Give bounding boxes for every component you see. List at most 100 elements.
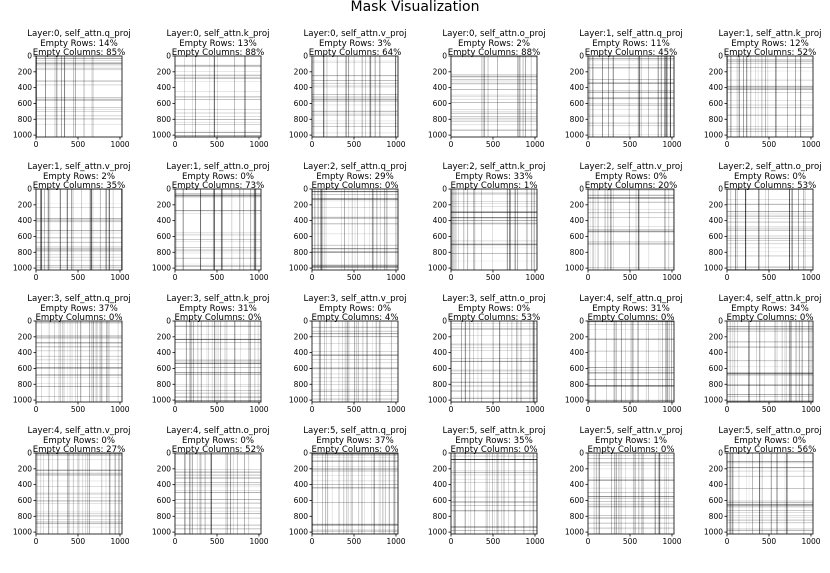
y-tick-label: 0 [442,52,447,61]
x-tick-label: 1000 [662,273,681,282]
empty-columns-label: Empty Columns: 0% [35,313,123,323]
x-tick-label: 0 [586,273,591,282]
empty-rows-label: Empty Rows: 1% [594,435,668,446]
panel-layer-label: Layer:4, self_attn.o_proj [166,426,270,436]
y-tick-label: 200 [294,67,309,76]
empty-rows-label: Empty Rows: 31% [179,303,257,314]
mask-panel: Layer:5, self_attn.q_proj Empty Rows: 37%… [289,426,415,561]
plot-frame [174,188,262,271]
x-tick-label: 500 [762,405,777,414]
panel-title: Layer:4, self_attn.k_proj Empty Rows: 34%… [710,294,830,324]
y-tick-label: 400 [570,83,585,92]
y-tick-label: 1000 [152,131,171,140]
y-tick-label: 1000 [152,264,171,273]
mask-panel: Layer:5, self_attn.o_proj Empty Rows: 0% E… [704,426,830,561]
x-tick-label: 1000 [801,537,820,546]
panel-layer-label: Layer:4, self_attn.k_proj [718,294,822,304]
x-tick-label: 1000 [249,405,268,414]
y-tick-label: 400 [294,480,309,489]
panel-title: Layer:3, self_attn.v_proj Empty Rows: 0% E… [295,294,415,324]
x-tick-label: 1000 [249,140,268,149]
empty-rows-label: Empty Rows: 0% [318,303,392,314]
x-tick-label: 0 [310,405,315,414]
y-tick-label: 0 [442,449,447,458]
y-tick-label: 600 [433,99,448,108]
y-tick-label: 1000 [565,264,584,273]
y-tick-label: 200 [18,464,33,473]
empty-rows-label: Empty Rows: 0% [42,435,116,446]
mask-panel: Layer:3, self_attn.k_proj Empty Rows: 31%… [152,294,278,429]
x-tick-label: 500 [762,273,777,282]
y-tick-label: 800 [294,248,309,257]
x-tick-label: 0 [725,140,730,149]
panel-title: Layer:3, self_attn.o_proj Empty Rows: 0% E… [434,294,554,324]
plot-frame [587,188,675,271]
x-tick-label: 1000 [249,273,268,282]
empty-columns-label: Empty Columns: 0% [311,181,399,191]
y-tick-label: 200 [709,67,724,76]
y-tick-label: 400 [157,216,172,225]
empty-rows-label: Empty Rows: 37% [40,303,118,314]
y-tick-label: 600 [570,364,585,373]
panel-title: Layer:4, self_attn.o_proj Empty Rows: 0% E… [158,426,278,456]
y-tick-label: 0 [27,449,32,458]
y-tick-label: 400 [157,480,172,489]
panel-layer-label: Layer:0, self_attn.k_proj [166,29,270,39]
y-tick-label: 200 [157,332,172,341]
empty-columns-label: Empty Columns: 53% [723,181,817,191]
panel-layer-label: Layer:2, self_attn.k_proj [442,162,546,172]
y-tick-label: 0 [27,52,32,61]
panel-title: Layer:2, self_attn.o_proj Empty Rows: 0% E… [710,162,830,192]
x-tick-label: 0 [34,273,39,282]
x-tick-label: 500 [762,140,777,149]
x-tick-label: 0 [310,537,315,546]
y-tick-label: 0 [579,449,584,458]
y-tick-label: 800 [570,115,585,124]
empty-rows-label: Empty Rows: 33% [455,171,533,182]
y-tick-label: 600 [18,99,33,108]
plot-frame [450,55,538,138]
empty-columns-label: Empty Columns: 1% [450,181,538,191]
empty-columns-label: Empty Columns: 88% [447,48,541,58]
y-tick-label: 200 [433,200,448,209]
panel-layer-label: Layer:0, self_attn.q_proj [27,29,131,39]
empty-columns-label: Empty Columns: 0% [726,313,814,323]
y-tick-label: 800 [709,248,724,257]
x-tick-label: 1000 [249,537,268,546]
panel-title: Layer:4, self_attn.v_proj Empty Rows: 0% E… [19,426,139,456]
y-tick-label: 1000 [289,396,308,405]
empty-columns-label: Empty Columns: 85% [32,48,126,58]
y-tick-label: 0 [718,52,723,61]
y-tick-label: 800 [433,248,448,257]
y-tick-label: 600 [433,364,448,373]
y-tick-label: 200 [18,332,33,341]
y-tick-label: 600 [157,364,172,373]
y-tick-label: 600 [294,364,309,373]
y-tick-label: 600 [709,232,724,241]
y-tick-label: 400 [433,348,448,357]
y-tick-label: 600 [18,232,33,241]
x-tick-label: 1000 [110,405,129,414]
y-tick-label: 400 [18,348,33,357]
y-tick-label: 200 [433,67,448,76]
panel-layer-label: Layer:1, self_attn.o_proj [166,162,270,172]
mask-panel: Layer:0, self_attn.v_proj Empty Rows: 3% E… [289,29,415,164]
plot-frame [726,320,814,403]
x-tick-label: 500 [486,273,501,282]
y-tick-label: 800 [157,115,172,124]
x-tick-label: 0 [725,405,730,414]
y-tick-label: 400 [18,216,33,225]
plot-frame [35,320,123,403]
empty-columns-label: Empty Columns: 0% [311,445,399,455]
empty-rows-label: Empty Rows: 29% [316,171,394,182]
panel-title: Layer:4, self_attn.q_proj Empty Rows: 31%… [571,294,691,324]
panel-title: Layer:0, self_attn.v_proj Empty Rows: 3% E… [295,29,415,59]
y-tick-label: 1000 [428,396,447,405]
